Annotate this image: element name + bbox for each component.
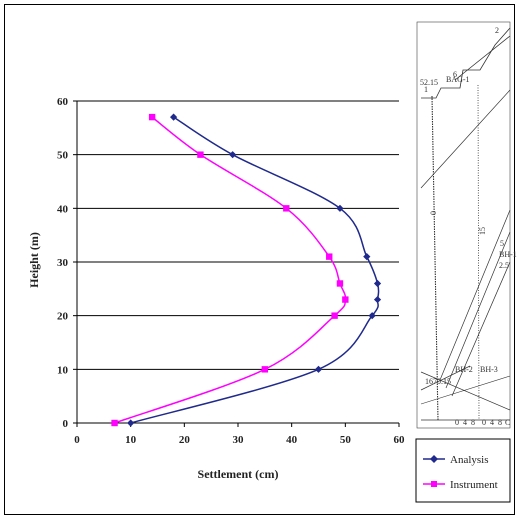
data-point-analysis [373,295,382,304]
data-point-instrument [197,151,204,158]
x-axis-title: Settlement (cm) [198,467,279,481]
section-stratum-line [420,371,511,411]
y-tick-label: 50 [57,150,69,162]
data-point-analysis [336,204,344,212]
cross-section-diagram: 2 BAG-1 6 1 52.15 0 15 5 BH-1 2.5 1670.1… [416,21,517,429]
section-stratum-line [445,231,511,389]
figure-frame [4,4,515,515]
section-slope-line [454,35,511,81]
section-label: BH-3 [480,365,498,374]
section-borehole-2 [477,84,480,421]
data-point-instrument [336,280,344,287]
series-line-instrument [114,116,347,424]
y-tick-labels: 0 10 20 30 40 50 60 [57,96,77,430]
section-stratum-line [420,365,471,391]
section-stratum-line [439,209,511,381]
x-tick-label: 30 [233,434,245,446]
section-label: 52.15 [420,78,438,87]
section-label: 4 [463,418,467,427]
data-point-analysis [363,253,371,261]
section-label: 5 [500,239,504,248]
y-tick-label: 0 [63,418,69,430]
data-point-instrument [261,366,269,373]
x-tick-labels: 0 10 20 30 40 50 60 [74,423,405,446]
data-point-instrument [326,253,333,260]
section-label: BAG-1 [446,75,470,84]
y-axis-title: Height (m) [27,232,41,288]
legend-marker-instrument [431,481,437,487]
data-point-analysis [314,365,323,373]
x-tick-label: 20 [179,434,191,446]
section-label: 8 [471,418,475,427]
data-point-analysis [170,113,178,121]
section-label: C [505,418,510,427]
x-tick-label: 40 [286,434,298,446]
data-point-analysis [373,279,382,288]
legend-label-analysis: Analysis [450,454,489,466]
data-point-instrument [342,296,349,303]
section-label: 4 [490,418,494,427]
data-point-instrument [148,113,156,121]
x-tick-label: 0 [74,434,80,446]
section-label: BH-2 [455,365,473,374]
section-label: 6 [453,70,457,79]
grid-lines [77,100,399,424]
y-tick-label: 40 [57,203,69,215]
section-label: BH-1 [499,250,517,259]
section-label: 1 [424,85,428,94]
series-line-analysis [130,116,380,424]
legend-marker-analysis [430,455,438,463]
section-stratum-line [420,375,511,405]
data-point-instrument [331,312,338,319]
section-borehole-1 [431,95,439,421]
y-tick-label: 20 [57,311,69,323]
data-series [111,113,382,427]
series-analysis [127,113,382,427]
section-label: 2 [495,26,499,35]
section-label: 1670.15 [425,377,451,386]
section-stratum-line [451,261,511,397]
x-tick-label: 10 [125,434,137,446]
legend-box [415,438,511,503]
series-instrument [111,113,349,427]
section-label: 0 [455,418,459,427]
data-point-analysis [229,151,237,159]
section-label: 8 [498,418,502,427]
x-tick-label: 50 [340,434,352,446]
section-stratum-line [420,89,511,189]
legend-label-instrument: Instrument [450,479,498,491]
data-point-instrument [111,419,118,427]
y-tick-label: 60 [57,96,69,108]
legend: Analysis Instrument [415,438,511,503]
section-label: 0 [429,211,438,215]
data-point-instrument [283,205,290,212]
section-embankment-line [421,27,511,99]
y-tick-label: 10 [57,364,69,376]
data-point-analysis [127,419,135,427]
data-point-analysis [368,312,376,320]
section-label: 2.5 [499,261,509,270]
section-label: 0 [482,418,486,427]
section-label: 15 [478,227,487,235]
section-border [416,21,511,429]
y-tick-label: 30 [57,257,69,269]
x-tick-label: 60 [394,434,406,446]
